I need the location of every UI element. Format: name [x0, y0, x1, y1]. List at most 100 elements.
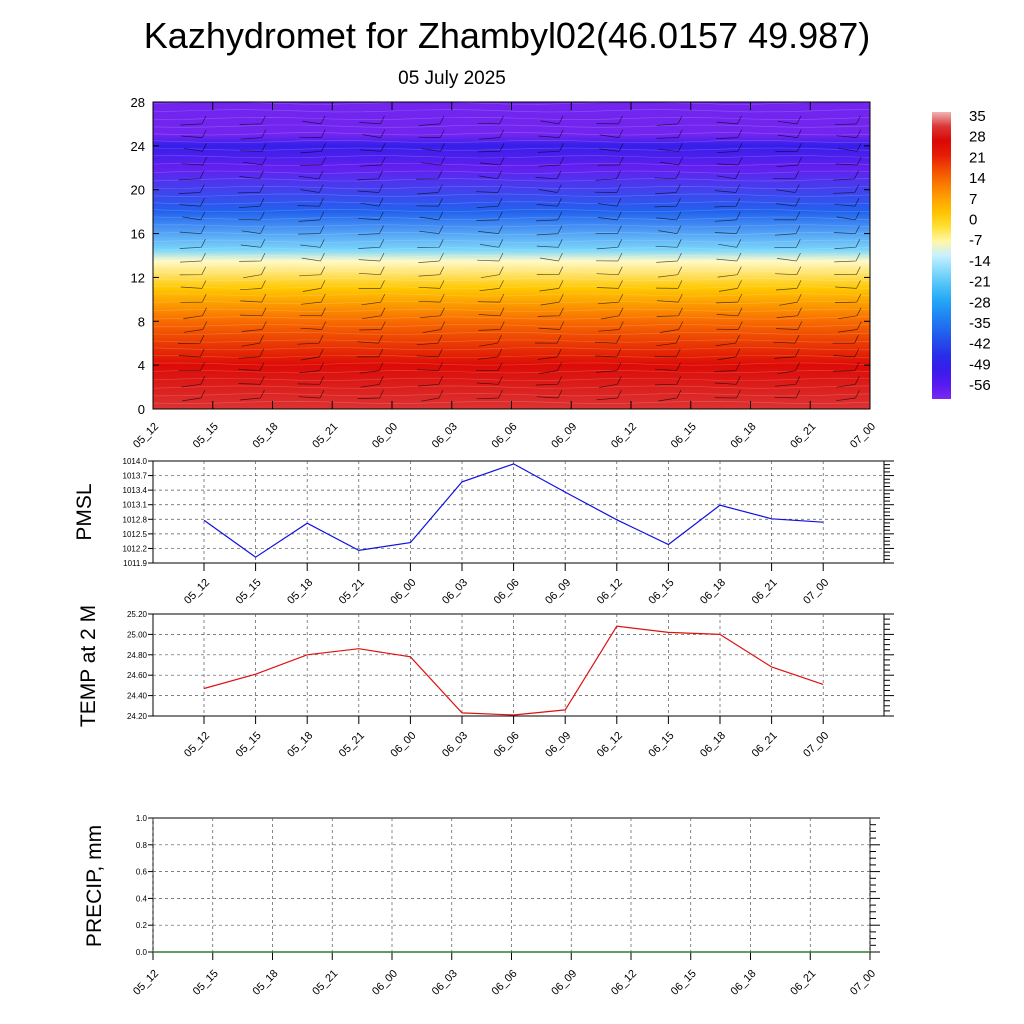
colorbar-label: -7 [969, 232, 982, 249]
wind-barb [832, 335, 859, 344]
wind-barb [537, 143, 564, 153]
wind-barb [359, 362, 384, 374]
wind-barb [298, 211, 325, 222]
wind-barb [241, 321, 267, 332]
wind-barb [596, 239, 623, 250]
x-tick-label: 06_03 [430, 968, 460, 998]
wind-barb [538, 184, 562, 193]
contour-line [153, 147, 870, 151]
wind-barb [536, 266, 564, 276]
wind-barb [834, 115, 861, 126]
wind-barb [595, 225, 622, 235]
wind-barb [774, 239, 801, 248]
x-tick-label: 06_12 [609, 968, 639, 998]
contour-line [153, 247, 870, 251]
figure-date: 05 July 2025 [398, 68, 506, 89]
wind-barb [595, 252, 623, 262]
wind-barb [538, 156, 565, 167]
wind-barb [773, 335, 800, 344]
wind-barb [595, 170, 621, 181]
wind-barb [361, 293, 386, 306]
wind-barb [715, 184, 741, 193]
wind-barb [358, 239, 385, 249]
wind-barb [420, 156, 446, 166]
contour-line [153, 255, 870, 259]
wind-barb [299, 129, 326, 138]
contour-line [153, 186, 870, 190]
wind-barb [179, 266, 207, 276]
wind-barb [658, 389, 682, 402]
wind-barb [417, 376, 444, 387]
temp-plot-area [152, 613, 885, 717]
contour-line [153, 370, 870, 374]
y-tick-label: 0.6 [136, 868, 148, 877]
contour-lines [153, 102, 870, 404]
wind-barb [298, 170, 324, 180]
wind-barb [357, 335, 383, 344]
contour-line [153, 109, 870, 113]
wind-barb [478, 307, 505, 317]
wind-barb [656, 211, 682, 221]
temp-ylabel: TEMP at 2 M [77, 605, 100, 727]
wind-barb [178, 170, 205, 181]
wind-barb [833, 225, 860, 234]
wind-barb [655, 280, 683, 289]
wind-barb [833, 170, 859, 181]
x-tick-label: 05_21 [310, 421, 340, 451]
wind-barb [359, 321, 386, 331]
wind-barb [774, 376, 801, 387]
wind-barb [179, 225, 206, 234]
x-tick-label: 05_21 [337, 730, 367, 760]
x-tick-label: 06_18 [698, 577, 728, 607]
wind-barb [178, 184, 205, 194]
wind-barb [240, 239, 266, 248]
contour-line [153, 239, 870, 243]
contour-line [153, 316, 870, 320]
x-tick-label: 05_12 [131, 968, 161, 998]
wind-barb [298, 225, 325, 235]
wind-barb [241, 335, 264, 347]
wind-barb [297, 335, 324, 345]
wind-barb [178, 362, 205, 372]
wind-barb [835, 156, 862, 166]
y-tick-label: 1013.1 [123, 501, 148, 510]
wind-barb [597, 198, 622, 207]
wind-barb [537, 307, 564, 317]
x-tick-label: 06_18 [729, 421, 759, 451]
wind-barb [599, 143, 624, 152]
wind-barb [535, 170, 562, 180]
wind-barb [418, 129, 445, 138]
wind-barb [838, 307, 862, 320]
x-tick-label: 06_12 [595, 730, 625, 760]
wind-barb [538, 321, 565, 330]
x-tick-label: 06_12 [609, 421, 639, 451]
wind-barb [716, 129, 743, 139]
wind-barb [656, 252, 682, 263]
x-tick-label: 06_09 [549, 421, 579, 451]
wind-barb [359, 143, 386, 152]
wind-barb [716, 170, 740, 180]
x-tick-label: 06_21 [750, 577, 780, 607]
wind-barb [537, 348, 562, 360]
wind-barb [239, 389, 265, 401]
wind-barb [538, 129, 564, 138]
wind-barb [179, 239, 206, 249]
y-tick-label: 1013.7 [123, 472, 148, 481]
wind-barb [181, 156, 208, 166]
x-tick-label: 06_00 [370, 421, 400, 451]
wind-barb [300, 143, 326, 154]
wind-barb [358, 266, 385, 276]
y-tick-label: 16 [131, 227, 145, 242]
x-tick-label: 05_18 [251, 421, 281, 451]
colorbar-label: 21 [969, 149, 986, 166]
wind-barb [180, 293, 207, 303]
wind-barb [416, 362, 443, 371]
y-tick-label: 0 [138, 402, 145, 417]
y-tick-label: 24.20 [127, 712, 148, 721]
wind-barb [655, 362, 681, 371]
wind-barb [657, 266, 683, 278]
wind-barb [717, 266, 742, 278]
contour-line [153, 393, 870, 397]
wind-barb [183, 307, 207, 319]
y-tick-label: 24.60 [127, 671, 148, 680]
